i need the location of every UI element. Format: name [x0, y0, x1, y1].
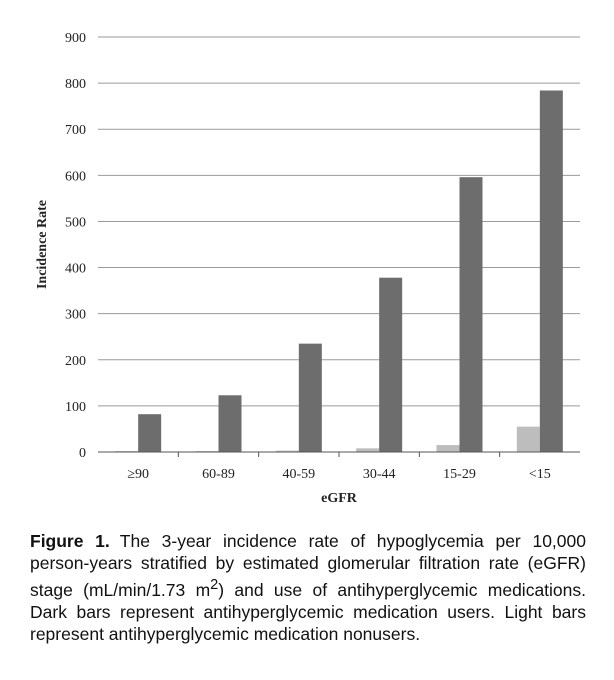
bar-users — [298, 343, 322, 452]
bar-nonusers — [356, 448, 380, 452]
caption-text-end: ) and use of antihyperglycemic medicatio… — [30, 579, 587, 644]
bar-chart: 0 100 200 300 400 500 600 700 800 900 ≥90 60-89 40-… — [35, 31, 580, 506]
bar-users — [459, 177, 483, 452]
bar-nonusers — [516, 426, 540, 452]
bar-users — [379, 277, 403, 452]
bar-users — [218, 395, 242, 452]
y-tick-label: 300 — [65, 308, 86, 323]
y-tick-label: 500 — [65, 215, 86, 230]
y-tick-label: 800 — [65, 77, 86, 92]
x-tick-label: ≥90 — [127, 467, 149, 482]
gridlines — [98, 36, 580, 407]
y-tick-label: 700 — [65, 123, 86, 138]
caption-superscript: 2 — [210, 577, 219, 593]
figure-caption: Figure 1. The 3-year incidence rate of hy… — [30, 530, 586, 645]
y-tick-label: 900 — [65, 31, 86, 46]
x-tick-label: 15-29 — [443, 467, 476, 482]
caption-text: The 3-year incidence rate of hypoglycemi… — [30, 531, 586, 600]
y-tick-label: 200 — [65, 354, 86, 369]
x-axis-ticks: ≥90 60-89 40-59 30-44 15-29 <15 — [127, 452, 551, 482]
y-axis-ticks: 0 100 200 300 400 500 600 700 800 900 — [65, 31, 86, 461]
bar-users — [138, 414, 162, 452]
x-tick-label: 30-44 — [363, 467, 396, 482]
x-tick-label: 40-59 — [282, 467, 315, 482]
y-tick-label: 0 — [79, 446, 86, 461]
bars — [115, 90, 563, 452]
y-tick-label: 100 — [65, 400, 86, 415]
figure-label: Figure 1. — [30, 531, 110, 551]
bar-users — [539, 90, 563, 452]
y-axis-title: Incidence Rate — [35, 200, 50, 289]
x-axis-title: eGFR — [321, 491, 358, 506]
y-tick-label: 600 — [65, 169, 86, 184]
bar-nonusers — [436, 445, 460, 452]
y-tick-label: 400 — [65, 262, 86, 277]
x-tick-label: <15 — [529, 467, 551, 482]
x-tick-label: 60-89 — [202, 467, 235, 482]
bar-nonusers — [275, 450, 299, 452]
